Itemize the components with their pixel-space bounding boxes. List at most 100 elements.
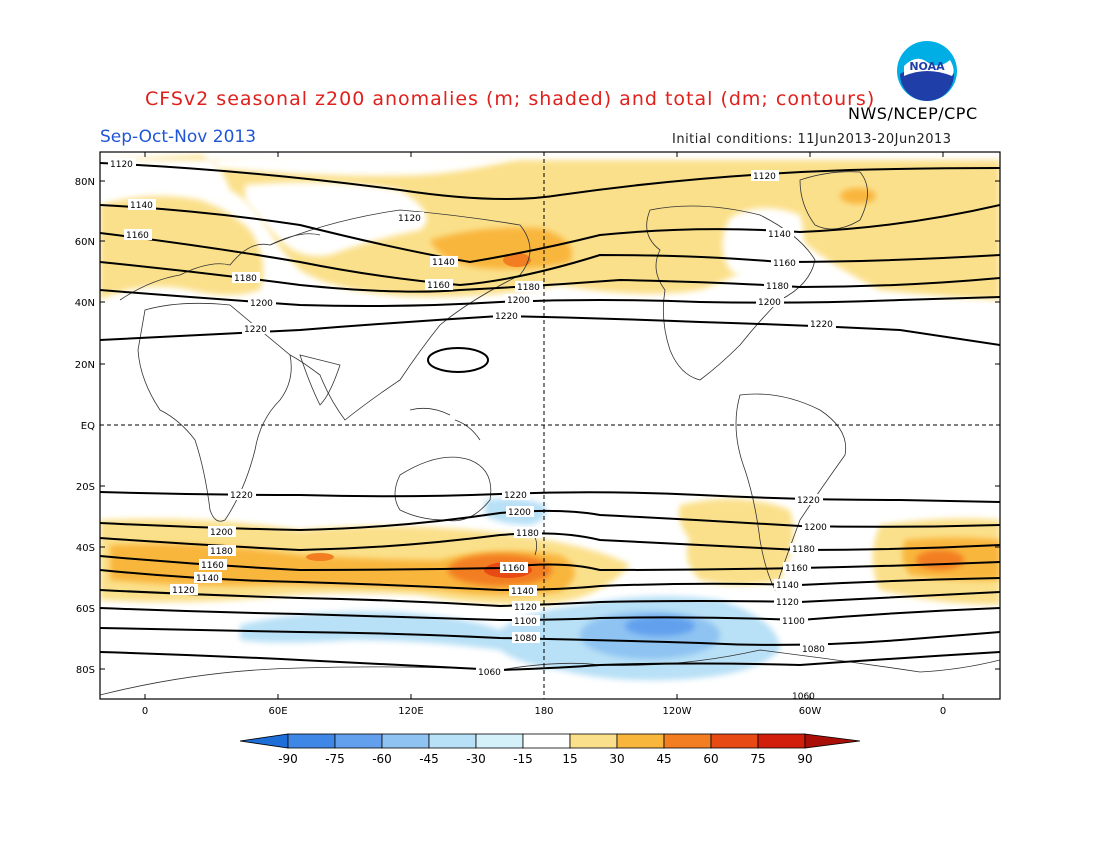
contour-label-text: 1100: [782, 617, 805, 627]
contour-label-text: 1180: [766, 282, 789, 292]
season-label: Sep-Oct-Nov 2013: [100, 127, 257, 147]
contour-label-1140-n2: 1140: [430, 256, 458, 268]
contour-label-1220-s3: 1220: [795, 494, 823, 506]
coast-antarctica: [100, 649, 1000, 696]
lat-label-40n: 40N: [75, 298, 95, 309]
lon-label-60e: 60E: [268, 706, 287, 717]
contour-1080-south: [100, 627, 1000, 646]
contour-label-text: 1200: [508, 508, 531, 518]
contour-label-text: 1200: [507, 296, 530, 306]
contour-label-text: 1180: [792, 545, 815, 555]
contour-label-text: 1180: [210, 547, 233, 557]
contour-label-1080-s2: 1080: [512, 632, 540, 644]
lat-label-20s: 20S: [76, 482, 95, 493]
contour-label-1200-n3: 1200: [756, 296, 784, 308]
contour-label-1060-s3: 1060: [790, 690, 818, 702]
contour-1220-north: [100, 314, 1000, 346]
lat-label-60s: 60S: [76, 604, 95, 615]
contour-label-text: 1140: [196, 574, 219, 584]
contour-label-1120-s2: 1120: [512, 601, 540, 613]
coast-maritime: [409, 407, 481, 441]
contour-label-text: 1180: [234, 274, 257, 284]
colorbar-tick: 15: [562, 752, 577, 766]
lat-label-80s: 80S: [76, 665, 95, 676]
lon-label-120e: 120E: [398, 706, 423, 717]
contour-label-text: 1220: [810, 320, 833, 330]
contour-1120-south: [100, 589, 1000, 608]
anomaly-white-arctic: [215, 154, 520, 176]
colorbar-seg-0: [239, 733, 289, 749]
contour-label-1180-n3: 1180: [764, 280, 792, 292]
colorbar-seg-4: [428, 733, 477, 749]
contour-label-1160-n1: 1160: [124, 229, 152, 241]
contour-label-1180-n2: 1180: [515, 281, 543, 293]
contour-label-1120-n3: 1120: [751, 170, 779, 182]
contour-1100-south: [100, 607, 1000, 622]
coast-north-america: [646, 205, 816, 381]
contour-label-text: 1120: [398, 214, 421, 224]
colorbar-seg-7: [569, 733, 618, 749]
lon-label-0-west: 0: [142, 706, 148, 717]
contour-label-1120-s1: 1120: [170, 584, 198, 596]
colorbar-tick: 75: [750, 752, 765, 766]
anomaly-white-namerica: [722, 208, 804, 284]
contour-label-text: 1120: [172, 586, 195, 596]
coast-africa: [137, 302, 292, 522]
anomaly-north-pacific-orange: [430, 227, 572, 270]
contour-label-text: 1200: [758, 298, 781, 308]
contour-label-1060-s2: 1060: [476, 666, 504, 678]
contour-label-text: 1140: [511, 587, 534, 597]
colorbar-seg-3: [381, 733, 430, 749]
contour-label-1200-n2: 1200: [505, 294, 533, 306]
contour-label-text: 1140: [768, 230, 791, 240]
contour-label-1120-n1: 1120: [108, 158, 136, 170]
contour-label-text: 1100: [514, 617, 537, 627]
colorbar-seg-10: [710, 733, 759, 749]
contour-label-text: 1120: [776, 598, 799, 608]
contour-label-text: 1160: [502, 564, 525, 574]
contour-label-1080-s3: 1080: [800, 643, 828, 655]
contour-label-1140-s1: 1140: [194, 572, 222, 584]
anomaly-greenland-orange: [840, 188, 876, 204]
contour-label-text: 1220: [495, 312, 518, 322]
contour-label-1200-n1: 1200: [248, 297, 276, 309]
contour-1120-north: [100, 162, 1000, 200]
contour-label-1160-n3: 1160: [771, 257, 799, 269]
initial-conditions-label: Initial conditions: 11Jun2013-20Jun2013: [672, 132, 952, 147]
contour-label-1160-n2: 1160: [425, 279, 453, 291]
contour-1180-south: [100, 532, 1000, 552]
anomaly-south-atl: [678, 498, 794, 585]
contour-1140-north: [100, 204, 1000, 264]
contour-label-text: 1160: [785, 564, 808, 574]
contour-label-1140-n3: 1140: [766, 228, 794, 240]
contour-label-1220-n3: 1220: [808, 318, 836, 330]
contour-label-text: 1180: [516, 529, 539, 539]
colorbar-tick: -60: [372, 752, 392, 766]
colorbar-tick: 90: [797, 752, 812, 766]
contour-label-text: 1220: [244, 325, 267, 335]
contour-label-text: 1120: [514, 603, 537, 613]
chart-title: CFSv2 seasonal z200 anomalies (m; shaded…: [145, 88, 876, 110]
colorbar-seg-6: [522, 733, 571, 749]
contour-label-text: 1160: [201, 561, 224, 571]
colorbar-tick: -45: [419, 752, 439, 766]
agency-label: NWS/NCEP/CPC: [848, 104, 978, 123]
contour-label-1180-s3: 1180: [790, 543, 818, 555]
colorbar-seg-8: [616, 733, 665, 749]
contour-label-1140-n1: 1140: [128, 199, 156, 211]
colorbar-seg-12: [804, 733, 861, 749]
contour-label-1180-s2: 1180: [514, 527, 542, 539]
colorbar: -90 -75 -60 -45 -30 -15 15 30 45 60 75 9…: [239, 733, 861, 766]
contour-1060-south: [100, 651, 1000, 672]
contour-label-text: 1160: [773, 259, 796, 269]
contour-label-text: 1080: [514, 634, 537, 644]
latitude-axis: 80N 60N 40N 20N EQ 20S 40S 60S 80S: [75, 177, 1000, 676]
contour-label-text: 1080: [802, 645, 825, 655]
contour-label-1200-s3: 1200: [802, 521, 830, 533]
contour-label-1100-s3: 1100: [780, 615, 808, 627]
lat-label-60n: 60N: [75, 237, 95, 248]
coastlines: [100, 171, 1000, 696]
anomaly-indian-sub-dark: [916, 550, 964, 570]
contour-label-text: 1120: [753, 172, 776, 182]
